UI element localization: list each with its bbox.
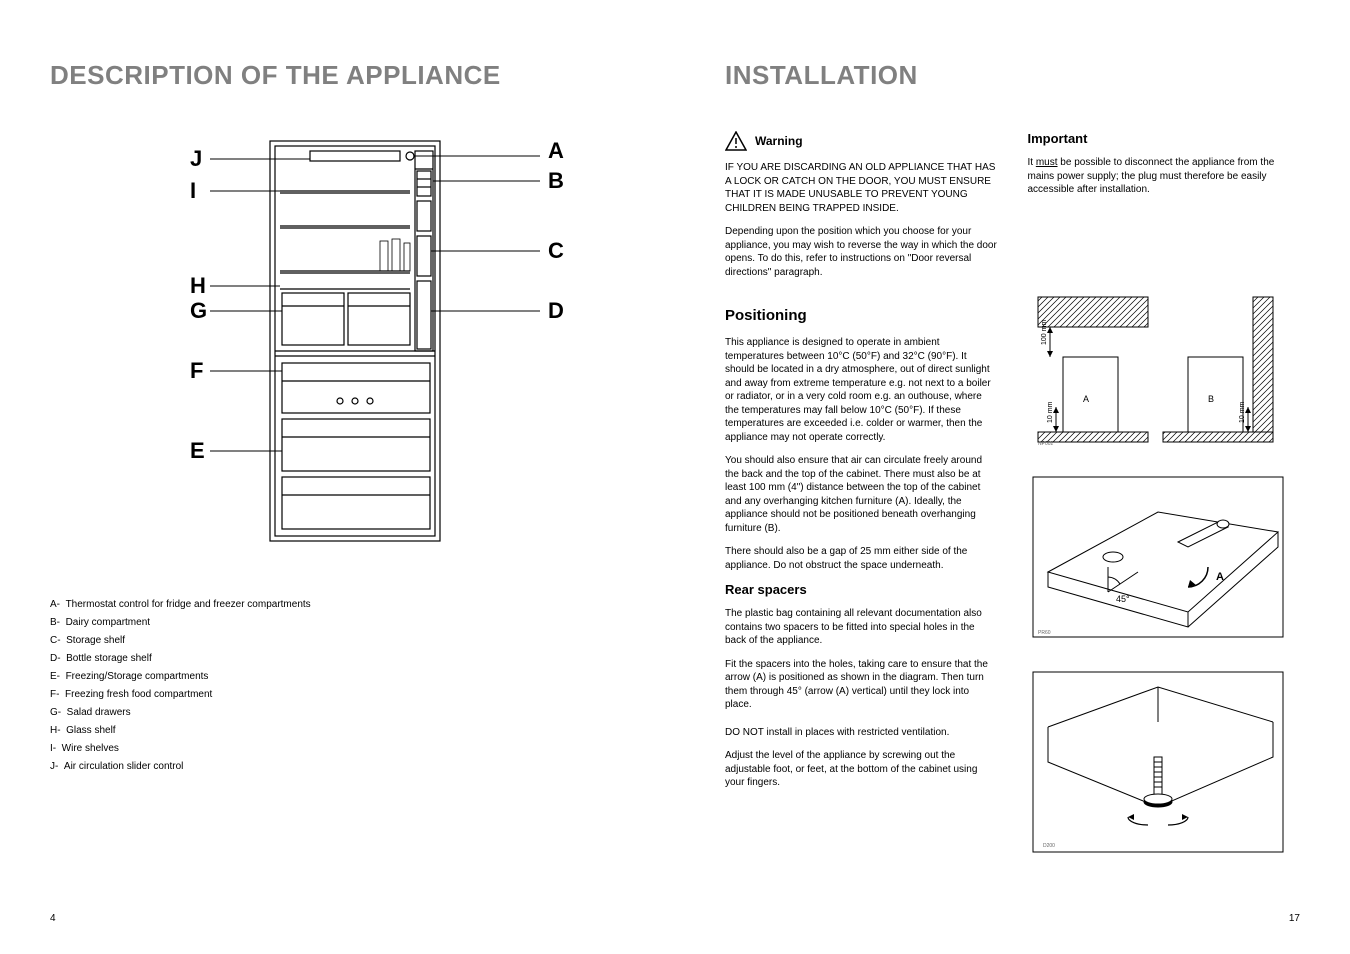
spacer-figure: A 45° PR60 <box>1028 472 1301 647</box>
rear-p4: Adjust the level of the appliance by scr… <box>725 749 998 790</box>
warning-p1: IF YOU ARE DISCARDING AN OLD APPLIANCE T… <box>725 161 998 215</box>
appliance-diagram: J I H G F E A B C D <box>110 131 625 556</box>
legend-item: E- Freezing/Storage compartments <box>50 668 625 686</box>
rear-p3: DO NOT install in places with restricted… <box>725 726 998 740</box>
svg-text:100 mm: 100 mm <box>1041 319 1048 344</box>
right-columns: Warning IF YOU ARE DISCARDING AN OLD APP… <box>725 131 1300 882</box>
positioning-p1: This appliance is designed to operate in… <box>725 336 998 444</box>
legend-item: G- Salad drawers <box>50 704 625 722</box>
svg-text:A: A <box>1083 394 1089 404</box>
page-number-right: 17 <box>1289 913 1300 924</box>
svg-text:45°: 45° <box>1116 594 1130 604</box>
foot-figure: D200 <box>1028 667 1301 862</box>
svg-text:I: I <box>190 178 196 203</box>
warning-label: Warning <box>755 134 803 148</box>
right-title: INSTALLATION <box>725 60 1300 91</box>
svg-text:10 mm: 10 mm <box>1239 401 1246 423</box>
svg-text:G: G <box>190 298 207 323</box>
page-right: INSTALLATION Warning IF YOU ARE DISCARDI… <box>675 0 1350 954</box>
svg-text:B: B <box>1208 394 1214 404</box>
legend-item: D- Bottle storage shelf <box>50 650 625 668</box>
legend-item: F- Freezing fresh food compartment <box>50 686 625 704</box>
legend-item: A- Thermostat control for fridge and fre… <box>50 596 625 614</box>
positioning-p2: You should also ensure that air can circ… <box>725 454 998 535</box>
svg-text:A: A <box>548 138 564 163</box>
warning-p2: Depending upon the position which you ch… <box>725 225 998 279</box>
page-left: DESCRIPTION OF THE APPLIANCE <box>0 0 675 954</box>
right-col-right: Important It must be possible to disconn… <box>1028 131 1301 882</box>
positioning-heading: Positioning <box>725 307 998 324</box>
svg-text:A: A <box>1216 571 1224 583</box>
rear-spacers-heading: Rear spacers <box>725 582 998 597</box>
svg-text:H: H <box>190 273 206 298</box>
appliance-svg: J I H G F E A B C D <box>110 131 590 551</box>
svg-text:J: J <box>190 146 202 171</box>
right-col-left: Warning IF YOU ARE DISCARDING AN OLD APP… <box>725 131 998 882</box>
warning-icon <box>725 131 747 151</box>
rear-p2: Fit the spacers into the holes, taking c… <box>725 658 998 712</box>
clearance-figure: 100 mm 10 mm A 10 mm B NP002 <box>1028 287 1301 452</box>
page-number-left: 4 <box>50 913 56 924</box>
positioning-p3: There should also be a gap of 25 mm eith… <box>725 545 998 572</box>
svg-text:NP002: NP002 <box>1038 441 1054 447</box>
svg-text:D200: D200 <box>1043 843 1055 849</box>
legend-item: J- Air circulation slider control <box>50 758 625 776</box>
svg-text:D: D <box>548 298 564 323</box>
left-title: DESCRIPTION OF THE APPLIANCE <box>50 60 625 91</box>
legend-item: C- Storage shelf <box>50 632 625 650</box>
svg-text:E: E <box>190 438 205 463</box>
legend-list: A- Thermostat control for fridge and fre… <box>50 596 625 776</box>
warning-heading: Warning <box>725 131 998 151</box>
svg-text:PR60: PR60 <box>1038 630 1051 636</box>
svg-text:C: C <box>548 238 564 263</box>
svg-text:F: F <box>190 358 203 383</box>
rear-p1: The plastic bag containing all relevant … <box>725 607 998 648</box>
svg-text:10 mm: 10 mm <box>1047 401 1054 423</box>
svg-text:B: B <box>548 168 564 193</box>
legend-item: H- Glass shelf <box>50 722 625 740</box>
important-heading: Important <box>1028 131 1301 146</box>
legend-item: I- Wire shelves <box>50 740 625 758</box>
legend-item: B- Dairy compartment <box>50 614 625 632</box>
important-p1: It must be possible to disconnect the ap… <box>1028 156 1301 197</box>
